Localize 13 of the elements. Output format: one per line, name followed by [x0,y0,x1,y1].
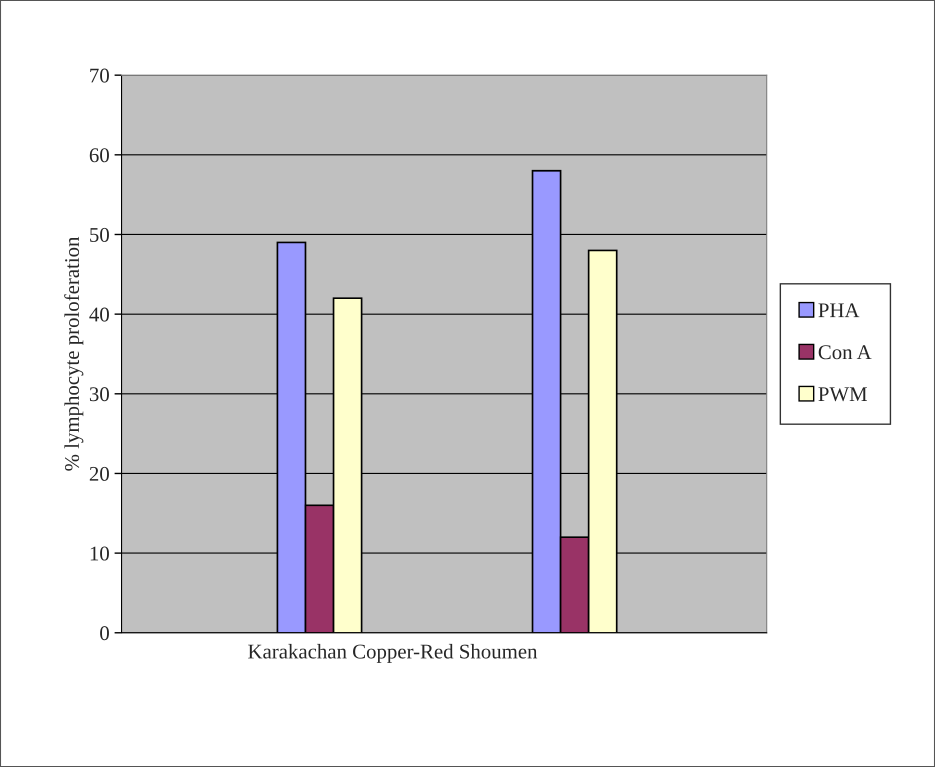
legend-label: PWM [818,387,868,402]
y-axis-title: % lymphocyte proloferation [64,236,84,471]
y-tick-label: 40 [89,308,109,322]
y-tick-label: 0 [100,626,109,640]
y-tick-label: 30 [90,387,109,402]
x-axis-title: Karakachan Copper-Red Shoumen [248,644,538,663]
legend-label: PHA [818,303,860,318]
y-tick-label: 60 [90,148,109,162]
y-tick-label: 50 [90,228,109,242]
y-tick-label: 20 [90,466,109,481]
y-tick-label: 10 [90,546,109,561]
y-tick-label: 70 [90,68,109,83]
legend-label: Con A [818,345,872,360]
